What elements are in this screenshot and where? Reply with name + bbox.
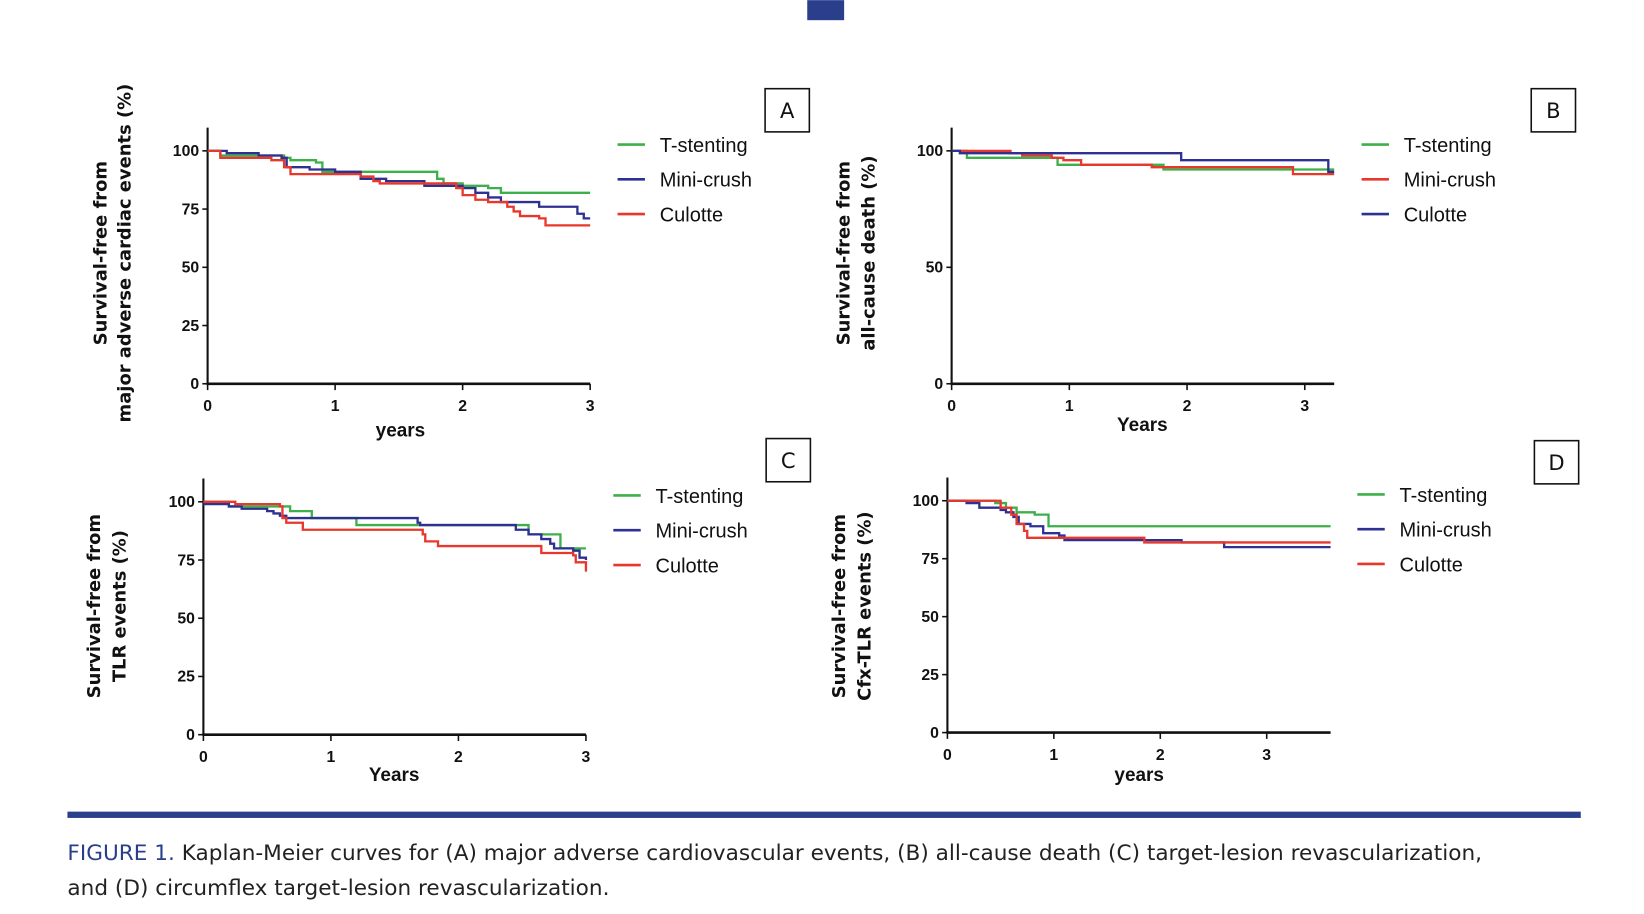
y-tick-label: 50 [926, 260, 944, 277]
panel-label: A [780, 98, 795, 123]
y-tick-label: 50 [182, 260, 200, 277]
legend-label: T-stenting [1404, 135, 1492, 157]
chart-panel-c: 0 25 50 75 100 0 1 2 3 Years Survival-free from TLR… [84, 437, 812, 786]
header-tab-mark [807, 0, 845, 21]
legend-label: T-stenting [660, 135, 748, 157]
km-curve-t-stenting [947, 499, 1331, 528]
y-tick-label: 75 [182, 201, 200, 218]
y-tick-label: 0 [930, 725, 939, 742]
x-tick-label: 1 [331, 398, 340, 415]
km-curve-mini-crush [203, 502, 588, 561]
km-curve-t-stenting [951, 149, 1335, 171]
panel-label-box [1533, 439, 1580, 485]
y-tick-label: 25 [177, 669, 195, 686]
km-curve-culotte [947, 499, 1331, 544]
x-axis-title: years [1114, 765, 1164, 786]
chart-panel-d: 0 25 50 75 100 0 1 2 3 years Survival-free from Cfx… [829, 439, 1580, 786]
x-tick-label: 1 [1065, 398, 1074, 415]
y-axis-title-line: Survival-free from [833, 161, 854, 345]
panel-label: D [1548, 450, 1564, 475]
legend-label: Mini-crush [1400, 520, 1492, 542]
x-tick-label: 1 [1049, 747, 1058, 764]
y-tick-label: 100 [913, 493, 940, 510]
x-tick-label: 0 [199, 749, 208, 766]
caption-divider-bar [67, 811, 1581, 818]
km-curve-culotte [203, 500, 588, 572]
y-axis-title-line: Survival-free from [90, 161, 111, 345]
panel-label: B [1546, 98, 1560, 123]
y-tick-label: 75 [177, 552, 195, 569]
y-tick-label: 100 [169, 494, 196, 511]
panel-label-box [1530, 87, 1577, 133]
x-tick-label: 0 [203, 398, 212, 415]
y-axis-title-line: Survival-free from [829, 514, 850, 698]
x-tick-label: 2 [1156, 747, 1165, 764]
x-tick-label: 2 [458, 398, 467, 415]
y-tick-label: 0 [934, 376, 943, 393]
km-curve-mini-crush [207, 149, 591, 220]
y-axis-title-line: Cfx-TLR events (%) [854, 511, 875, 700]
y-tick-label: 0 [190, 376, 199, 393]
panel-label: C [781, 448, 796, 473]
figure-caption-line-2: and (D) circumflex target-lesion revascu… [67, 876, 609, 901]
legend-label: Mini-crush [660, 170, 752, 192]
y-tick-label: 50 [177, 611, 195, 628]
x-tick-label: 1 [327, 749, 336, 766]
y-axis-title-line: Survival-free from [84, 514, 105, 698]
km-curve-culotte [207, 149, 591, 227]
legend-label: Mini-crush [655, 521, 747, 543]
y-tick-label: 25 [182, 318, 200, 335]
y-tick-label: 25 [921, 667, 939, 684]
x-axis-title: Years [369, 765, 420, 786]
legend-label: Culotte [655, 555, 718, 577]
legend-label: T-stenting [1400, 485, 1488, 507]
panel-label-box [765, 437, 812, 483]
figure-label: FIGURE 1. [67, 841, 174, 866]
legend-label: Culotte [660, 204, 723, 226]
legend-label: Mini-crush [1404, 170, 1496, 192]
km-curve-mini-crush [951, 149, 1335, 176]
x-tick-label: 2 [1183, 398, 1192, 415]
x-tick-label: 3 [1300, 398, 1309, 415]
chart-panel-b: 0 50 100 0 1 2 3 Years Survival-free from all-cau… [833, 87, 1577, 436]
x-tick-label: 2 [454, 749, 463, 766]
y-tick-label: 0 [186, 727, 195, 744]
legend-label: Culotte [1400, 554, 1463, 576]
y-tick-label: 100 [917, 143, 944, 160]
chart-panel-a: 0 25 50 75 100 0 1 2 3 years Survival-free from maj… [90, 84, 811, 441]
x-axis-title: years [376, 420, 426, 441]
x-tick-label: 3 [586, 398, 595, 415]
x-axis-title: Years [1117, 415, 1168, 436]
x-tick-label: 0 [947, 398, 956, 415]
y-axis-title-line: major adverse cardiac events (%) [115, 84, 136, 423]
km-curve-culotte [951, 149, 1335, 173]
y-tick-label: 50 [921, 609, 939, 626]
y-axis-title-line: TLR events (%) [109, 530, 130, 682]
x-tick-label: 3 [1262, 747, 1271, 764]
x-tick-label: 0 [943, 747, 952, 764]
y-axis-title-line: all-cause death (%) [859, 155, 880, 350]
caption-text-1: Kaplan-Meier curves for (A) major advers… [175, 841, 1482, 866]
figure-caption-line-1: FIGURE 1. Kaplan-Meier curves for (A) ma… [67, 841, 1482, 866]
legend-label: T-stenting [655, 486, 743, 508]
y-tick-label: 75 [921, 551, 939, 568]
y-tick-label: 100 [173, 143, 200, 160]
legend-label: Culotte [1404, 204, 1467, 226]
panel-label-box [764, 87, 811, 133]
x-tick-label: 3 [582, 749, 591, 766]
